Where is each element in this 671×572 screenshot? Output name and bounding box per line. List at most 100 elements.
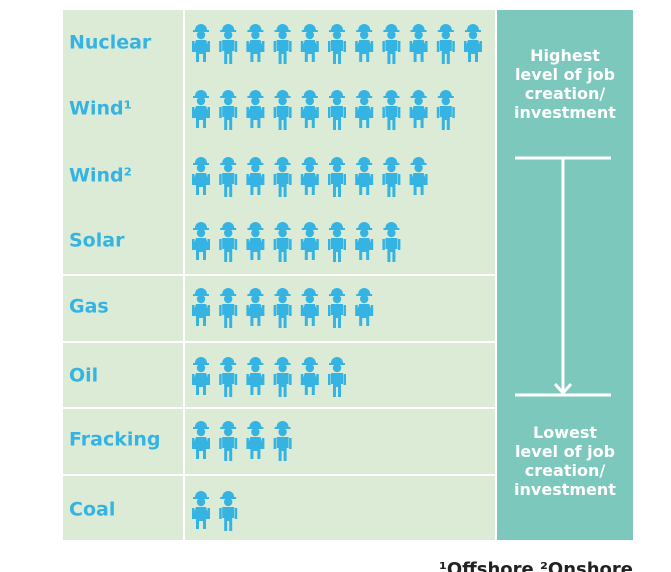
arm bbox=[328, 305, 331, 316]
head bbox=[224, 294, 233, 304]
body bbox=[222, 437, 235, 461]
arm bbox=[355, 174, 358, 185]
arm bbox=[261, 174, 265, 185]
head bbox=[360, 30, 369, 40]
arm bbox=[207, 239, 210, 250]
arm bbox=[343, 41, 346, 52]
helmet bbox=[439, 24, 452, 30]
head bbox=[278, 96, 287, 106]
body bbox=[331, 173, 343, 197]
helmet bbox=[331, 90, 343, 96]
head bbox=[196, 228, 206, 238]
category-label: Fracking bbox=[69, 429, 161, 451]
head bbox=[414, 96, 423, 106]
body bbox=[300, 173, 319, 195]
body bbox=[276, 373, 289, 397]
arm bbox=[316, 41, 319, 52]
head bbox=[332, 294, 342, 304]
arm bbox=[234, 174, 238, 185]
body bbox=[192, 106, 210, 128]
helmet bbox=[222, 288, 235, 294]
helmet bbox=[358, 157, 371, 163]
helmet bbox=[276, 24, 289, 30]
helmet bbox=[385, 90, 398, 96]
body bbox=[276, 304, 289, 328]
head bbox=[196, 363, 206, 373]
arm bbox=[328, 374, 331, 385]
body bbox=[276, 106, 289, 130]
arm bbox=[382, 107, 385, 118]
helmet bbox=[385, 157, 398, 163]
arm bbox=[246, 305, 249, 316]
arm bbox=[234, 374, 238, 385]
arm bbox=[300, 374, 304, 385]
body bbox=[385, 40, 398, 64]
head bbox=[305, 163, 314, 173]
arm bbox=[219, 174, 222, 185]
arm bbox=[343, 107, 346, 118]
helmet bbox=[249, 288, 262, 294]
arm bbox=[355, 239, 358, 250]
arm bbox=[464, 41, 467, 52]
arm bbox=[273, 438, 277, 449]
head bbox=[305, 96, 314, 106]
body bbox=[246, 437, 265, 459]
arm bbox=[300, 174, 304, 185]
arm bbox=[234, 107, 238, 118]
arm bbox=[234, 305, 238, 316]
arm bbox=[355, 41, 358, 52]
scale-top-label: Highest bbox=[530, 46, 600, 65]
head bbox=[441, 30, 450, 40]
scale-bottom-label: investment bbox=[514, 480, 616, 499]
arm bbox=[246, 438, 249, 449]
head bbox=[468, 30, 478, 40]
body bbox=[192, 373, 210, 395]
head bbox=[278, 30, 287, 40]
arm bbox=[452, 41, 455, 52]
category-label: Wind¹ bbox=[69, 98, 132, 120]
head bbox=[224, 427, 233, 437]
head bbox=[224, 228, 233, 238]
arm bbox=[370, 107, 374, 118]
arm bbox=[261, 305, 265, 316]
head bbox=[224, 163, 233, 173]
body bbox=[300, 106, 319, 128]
arm bbox=[207, 305, 210, 316]
arm bbox=[219, 107, 222, 118]
body bbox=[246, 238, 265, 260]
helmet bbox=[249, 157, 262, 163]
helmet bbox=[195, 357, 207, 363]
head bbox=[360, 163, 369, 173]
body bbox=[300, 238, 319, 260]
category-label: Oil bbox=[69, 365, 98, 387]
arm bbox=[316, 174, 319, 185]
arm bbox=[219, 374, 222, 385]
arm bbox=[300, 305, 304, 316]
arm bbox=[261, 41, 265, 52]
arm bbox=[192, 239, 195, 250]
arm bbox=[289, 239, 292, 250]
body bbox=[192, 304, 210, 326]
arm bbox=[207, 438, 210, 449]
helmet bbox=[276, 421, 289, 427]
helmet bbox=[276, 157, 289, 163]
arm bbox=[370, 174, 374, 185]
body bbox=[331, 304, 343, 328]
helmet bbox=[303, 222, 316, 228]
arm bbox=[300, 107, 304, 118]
arm bbox=[425, 174, 428, 185]
arm bbox=[355, 305, 358, 316]
arm bbox=[219, 41, 222, 52]
body bbox=[276, 437, 289, 461]
body bbox=[246, 40, 265, 62]
arm bbox=[207, 41, 210, 52]
arm bbox=[246, 174, 249, 185]
helmet bbox=[195, 288, 207, 294]
body bbox=[439, 40, 452, 64]
arm bbox=[343, 239, 346, 250]
helmet bbox=[331, 357, 343, 363]
arm bbox=[192, 305, 195, 316]
body bbox=[192, 238, 210, 260]
helmet bbox=[303, 90, 316, 96]
